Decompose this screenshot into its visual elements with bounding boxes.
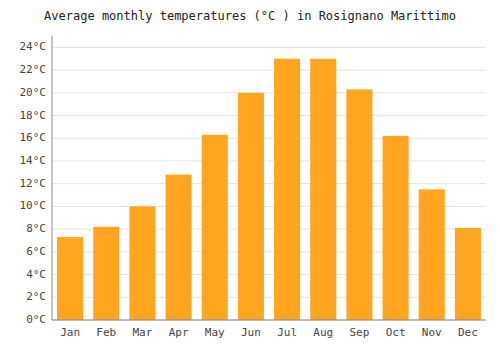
grid-line: [52, 47, 486, 48]
bar: [57, 237, 83, 320]
x-tick-label: Feb: [96, 326, 116, 339]
bar: [419, 189, 445, 320]
bar: [274, 59, 300, 320]
bar: [455, 228, 481, 320]
y-tick-label: 24°C: [20, 40, 47, 53]
grid-line: [52, 115, 486, 116]
bar: [129, 206, 155, 320]
y-tick-label: 0°C: [26, 313, 46, 326]
x-tick-label: Dec: [458, 326, 478, 339]
y-ticks: 0°C 2°C 4°C 6°C 8°C 10°C 12°C 14°C 16°C 18°C 20°C 2…: [20, 40, 47, 326]
bar: [93, 227, 119, 320]
grid-line: [52, 70, 486, 71]
y-tick-label: 8°C: [26, 222, 46, 235]
x-tick-label: Jul: [277, 326, 297, 339]
bar: [346, 89, 372, 320]
bar: [310, 59, 336, 320]
x-tick-label: Oct: [386, 326, 406, 339]
bar: [166, 175, 192, 320]
y-tick-label: 20°C: [20, 86, 47, 99]
y-tick-label: 14°C: [20, 154, 47, 167]
grid-line: [52, 160, 486, 161]
x-tick-label: Jan: [60, 326, 80, 339]
y-tick-label: 22°C: [20, 63, 47, 76]
x-tick-label: Mar: [132, 326, 152, 339]
x-tick-label: Jun: [241, 326, 261, 339]
x-ticks: Jan Feb Mar Apr May Jun Jul Aug Sep Oct Nov Dec: [60, 326, 478, 339]
y-tick-label: 10°C: [20, 199, 47, 212]
x-tick-label: Nov: [422, 326, 442, 339]
grid-line: [52, 138, 486, 139]
grid-line: [52, 183, 486, 184]
chart: 0°C 2°C 4°C 6°C 8°C 10°C 12°C 14°C 16°C 18°C 20°C 2…: [0, 0, 500, 350]
x-tick-label: Aug: [313, 326, 333, 339]
x-tick-label: May: [205, 326, 225, 339]
y-axis-line: [52, 36, 53, 320]
grid-line: [52, 320, 486, 321]
y-tick-label: 12°C: [20, 177, 47, 190]
bar: [383, 136, 409, 320]
bar: [202, 135, 228, 320]
y-tick-label: 2°C: [26, 290, 46, 303]
x-tick-label: Apr: [169, 326, 189, 339]
x-tick-label: Sep: [349, 326, 369, 339]
y-tick-label: 6°C: [26, 245, 46, 258]
y-tick-label: 16°C: [20, 131, 47, 144]
x-axis-line: [52, 320, 486, 321]
y-tick-label: 4°C: [26, 268, 46, 281]
bars: [57, 59, 481, 320]
chart-container: 0°C 2°C 4°C 6°C 8°C 10°C 12°C 14°C 16°C 18°C 20°C 2…: [0, 0, 500, 350]
bar: [238, 93, 264, 320]
y-grid: [52, 47, 486, 320]
title: Average monthly temperatures (°C ) in Ro…: [44, 9, 456, 23]
y-tick-label: 18°C: [20, 109, 47, 122]
grid-line: [52, 92, 486, 93]
